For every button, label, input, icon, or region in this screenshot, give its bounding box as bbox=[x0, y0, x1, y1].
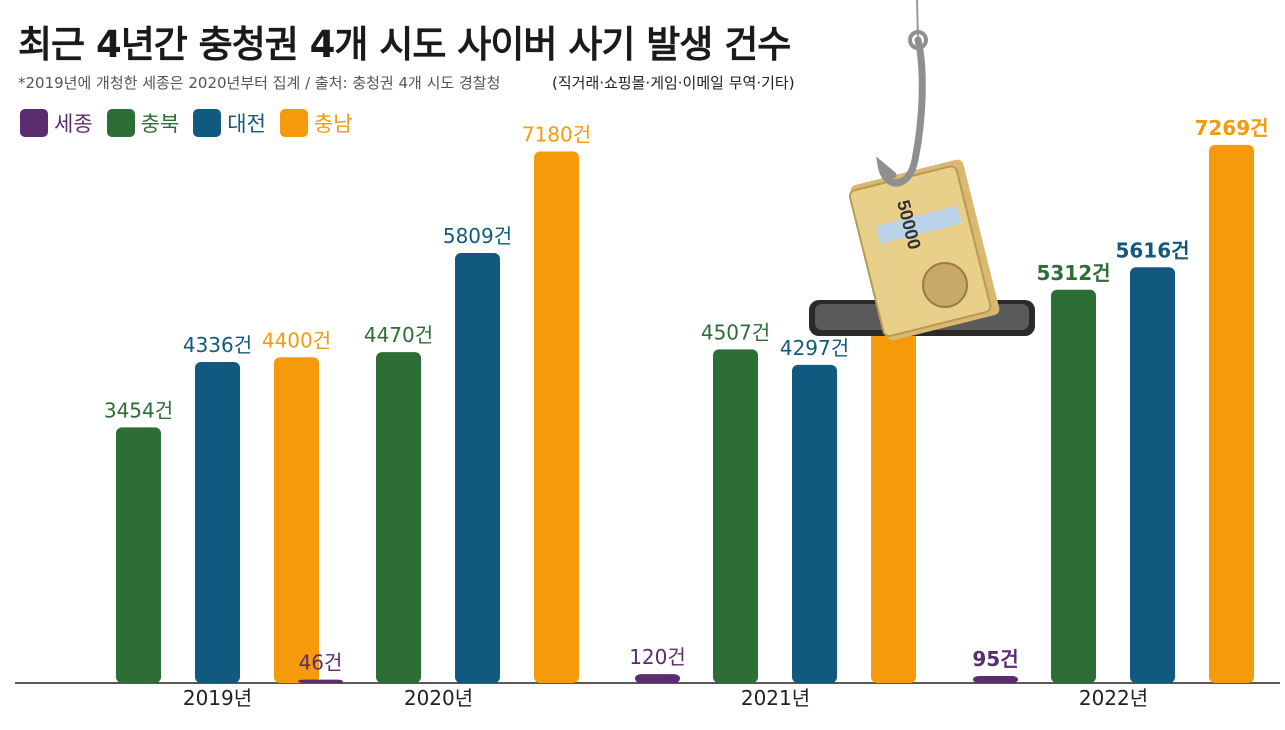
category-note: (직거래·쇼핑몰·게임·이메일 무역·기타) bbox=[552, 74, 795, 92]
data-label-1-2: 46건 bbox=[299, 651, 343, 675]
data-label-1-3: 120건 bbox=[629, 645, 686, 669]
x-tick-label-4: 2022년 bbox=[1079, 686, 1148, 710]
hook-eye bbox=[908, 30, 928, 50]
data-label-2-4: 5312건 bbox=[1036, 261, 1110, 285]
data-label-3-3: 4297건 bbox=[780, 336, 849, 360]
bar-3-1 bbox=[195, 362, 240, 683]
bar-4-1 bbox=[274, 357, 319, 683]
data-label-1-4: 95건 bbox=[972, 647, 1018, 671]
data-label-4-2: 7180건 bbox=[522, 122, 591, 146]
bar-2-3 bbox=[713, 349, 758, 683]
bar-1-4 bbox=[973, 675, 1018, 683]
bar-1-2 bbox=[298, 679, 343, 683]
bar-4-4 bbox=[1209, 144, 1254, 683]
legend-swatch-sejong bbox=[20, 109, 48, 137]
legend-label-sejong: 세종 bbox=[54, 112, 93, 136]
data-label-4-1: 4400건 bbox=[262, 328, 331, 352]
bar-2-1 bbox=[116, 427, 161, 683]
legend-swatch-daejeon bbox=[193, 109, 222, 137]
bar-1-3 bbox=[635, 674, 680, 683]
bar-3-3 bbox=[792, 364, 837, 683]
bar-4-3 bbox=[871, 329, 916, 683]
legend-item-daejeon: 대전 bbox=[193, 108, 266, 138]
bar-3-4 bbox=[1130, 267, 1175, 683]
data-label-2-2: 4470건 bbox=[364, 323, 433, 347]
source-note: *2019년에 개청한 세종은 2020년부터 집계 / 출처: 충청권 4개 … bbox=[18, 74, 501, 92]
data-label-3-1: 4336건 bbox=[183, 333, 252, 357]
data-label-3-2: 5809건 bbox=[443, 224, 512, 248]
legend-item-chungnam: 충남 bbox=[279, 108, 353, 138]
bar-4-2 bbox=[534, 151, 579, 683]
bar-2-2 bbox=[376, 352, 421, 683]
bar-3-2 bbox=[455, 252, 500, 683]
legend-item-chungbuk: 충북 bbox=[106, 108, 180, 138]
data-label-2-1: 3454건 bbox=[104, 398, 173, 422]
legend-label-chungbuk: 충북 bbox=[140, 112, 180, 136]
legend-label-chungnam: 충남 bbox=[313, 112, 353, 136]
data-label-4-4: 7269건 bbox=[1194, 116, 1268, 140]
legend-label-daejeon: 대전 bbox=[227, 112, 266, 136]
legend: 세종 충북 대전 충남 bbox=[20, 108, 353, 138]
x-tick-label-2: 2020년 bbox=[404, 686, 473, 710]
data-label-3-4: 5616건 bbox=[1115, 238, 1189, 262]
fishing-hook-icon bbox=[876, 36, 926, 187]
x-tick-label-3: 2021년 bbox=[741, 686, 810, 710]
bar-2-4 bbox=[1051, 289, 1096, 683]
x-tick-label-1: 2019년 bbox=[183, 686, 252, 710]
legend-item-sejong: 세종 bbox=[20, 108, 93, 138]
banknote-stack-icon: 50000 bbox=[848, 159, 1000, 341]
fishing-hook-money-illustration: 50000 bbox=[809, 0, 1035, 341]
legend-swatch-chungbuk bbox=[106, 109, 135, 137]
legend-swatch-chungnam bbox=[279, 109, 308, 137]
data-label-2-3: 4507건 bbox=[701, 320, 770, 344]
chart-title: 최근 4년간 충청권 4개 시도 사이버 사기 발생 건수 bbox=[18, 23, 791, 66]
